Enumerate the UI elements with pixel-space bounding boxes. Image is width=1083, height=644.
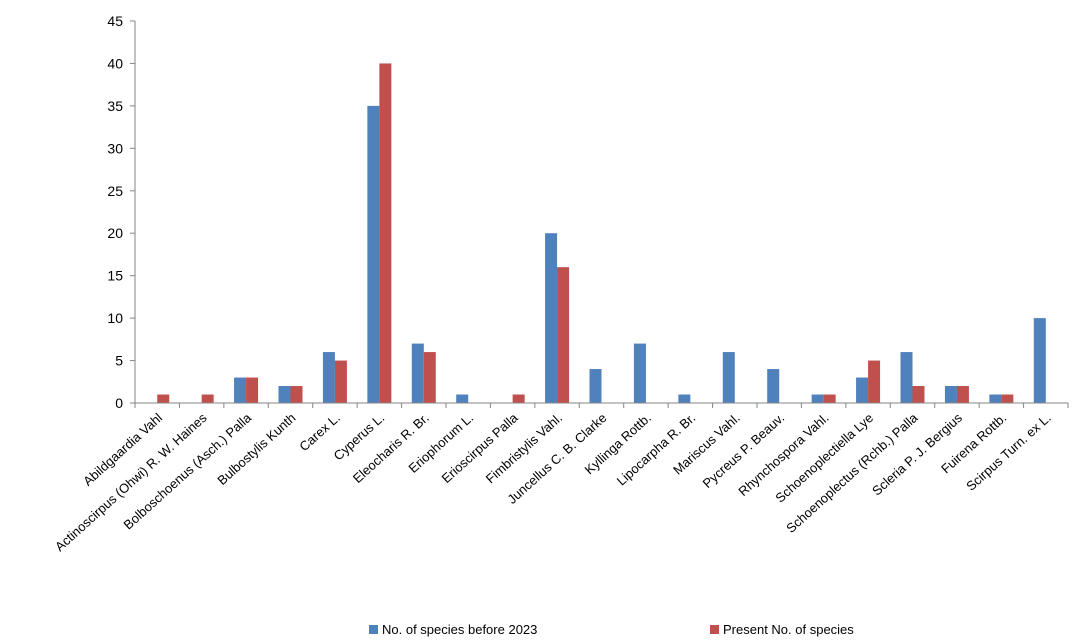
- x-tick-label: Erioscirpus Palla: [439, 410, 522, 486]
- bar: [1033, 318, 1046, 403]
- bar: [322, 352, 335, 403]
- bar: [157, 394, 170, 403]
- legend: No. of species before 2023 Present No. of…: [369, 622, 854, 637]
- y-tick-label: 0: [115, 395, 123, 411]
- bar: [944, 386, 957, 403]
- y-tick-label: 15: [107, 268, 123, 284]
- bar: [379, 63, 392, 403]
- y-tick-label: 10: [107, 310, 123, 326]
- y-tick-label: 45: [107, 13, 123, 29]
- x-tick-label: Pycreus P. Beauv.: [700, 410, 788, 491]
- bar: [411, 343, 424, 403]
- y-tick-label: 25: [107, 183, 123, 199]
- bar: [512, 394, 525, 403]
- x-tick-label: Fimbristylis Vahl.: [483, 410, 565, 486]
- y-tick-label: 5: [115, 353, 123, 369]
- legend-item: No. of species before 2023: [369, 622, 537, 637]
- legend-label: No. of species before 2023: [382, 622, 537, 637]
- y-tick-label: 30: [107, 140, 123, 156]
- y-tick-label: 20: [107, 225, 123, 241]
- x-tick-label: Scirpus Turn. ex L.: [963, 410, 1054, 494]
- legend-swatch: [710, 625, 719, 634]
- bar: [278, 386, 291, 403]
- bars: [157, 63, 1046, 403]
- bar: [678, 394, 691, 403]
- bar: [456, 394, 469, 403]
- x-tick-label: Abildgaardia Vahl: [80, 410, 165, 489]
- bar: [811, 394, 824, 403]
- bar: [900, 352, 913, 403]
- x-tick-label: Eleocharis R. Br.: [350, 410, 432, 486]
- bar: [423, 352, 436, 403]
- bar: [557, 267, 570, 403]
- bar: [367, 105, 380, 403]
- bar: [1001, 394, 1014, 403]
- y-axis: 0 5 10 15 20 25 30 35 40 45: [107, 13, 136, 411]
- bar: [868, 360, 881, 403]
- bar: [767, 369, 780, 403]
- bar: [290, 386, 303, 403]
- bar: [956, 386, 969, 403]
- legend-item: Present No. of species: [710, 622, 854, 637]
- legend-swatch: [369, 625, 378, 634]
- x-tick-label: Bulbostylis Kunth: [214, 410, 298, 488]
- y-tick-label: 35: [107, 98, 123, 114]
- bar: [234, 377, 247, 403]
- x-tick-label: Lipocarpha R. Br.: [614, 410, 699, 488]
- bar: [246, 377, 259, 403]
- bar: [201, 394, 214, 403]
- bar: [856, 377, 869, 403]
- bar: [722, 352, 735, 403]
- bar: [989, 394, 1002, 403]
- bar: [912, 386, 925, 403]
- bar: [823, 394, 836, 403]
- bar: [589, 369, 602, 403]
- legend-label: Present No. of species: [723, 622, 854, 637]
- bar: [334, 360, 347, 403]
- bar: [633, 343, 646, 403]
- y-tick-label: 40: [107, 55, 123, 71]
- bar: [545, 233, 558, 403]
